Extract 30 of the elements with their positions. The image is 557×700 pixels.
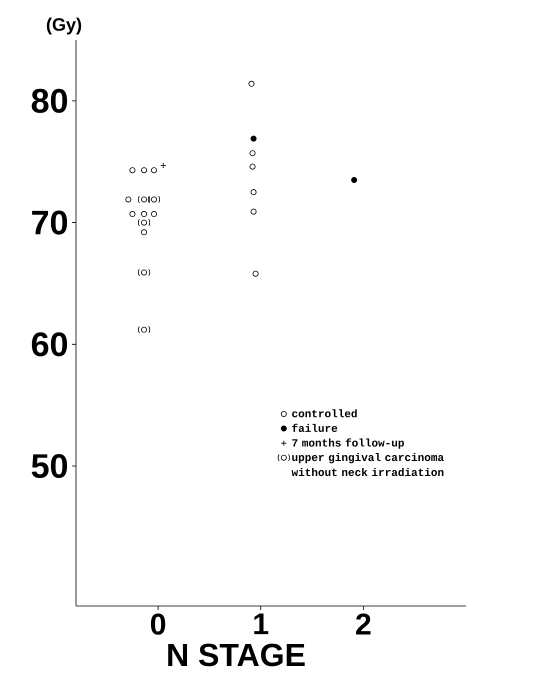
point (252, 270, 259, 277)
point (151, 167, 157, 174)
point (248, 80, 254, 87)
x-tick-label: 0 (150, 614, 166, 635)
y-tick-label: 80 (32, 88, 68, 113)
point (129, 211, 136, 218)
legend-label: 7 months follow-up (292, 438, 404, 449)
legend-label: controlled (292, 409, 357, 418)
x-axis-title: N STAGE (168, 644, 305, 666)
point (250, 164, 256, 170)
point (151, 211, 157, 218)
y-tick-label: 60 (32, 332, 68, 356)
legend-label: failure (292, 424, 338, 432)
point (141, 229, 148, 236)
point (129, 167, 136, 174)
point (250, 189, 257, 196)
y-axis-title: (Gy) (46, 18, 82, 34)
point (125, 196, 132, 202)
x-tick-label: 2 (356, 614, 371, 634)
y-tick-label: 70 (32, 210, 68, 235)
x-tick-label: 1 (254, 614, 268, 634)
point (250, 208, 257, 215)
y-tick-label: 50 (32, 454, 68, 478)
point (160, 162, 166, 168)
point (250, 136, 257, 142)
legend-label: upper gingival carcinoma without neck irradiation (292, 453, 444, 476)
point (250, 150, 256, 156)
point (351, 176, 358, 183)
point (141, 211, 148, 218)
point (141, 167, 148, 174)
